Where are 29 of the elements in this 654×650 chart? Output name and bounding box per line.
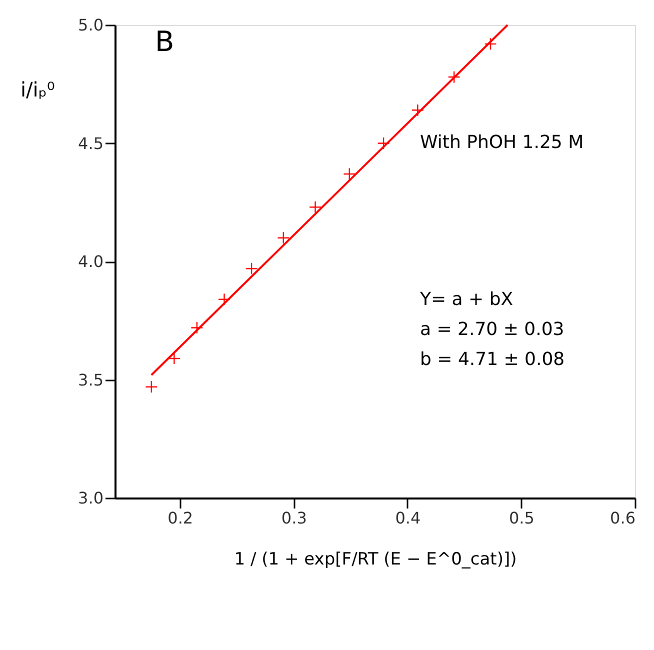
point [448, 70, 460, 84]
y-axis-title: i/iₚ⁰ [20, 78, 55, 102]
point [377, 136, 390, 150]
point [343, 168, 356, 180]
point [411, 104, 424, 116]
annotation: a = 2.70 ± 0.03 [420, 319, 564, 340]
point [145, 380, 158, 394]
annotation: Y= a + bX [419, 289, 514, 310]
point [308, 200, 322, 214]
point [484, 38, 497, 50]
x-tick-label: 0.3 [281, 508, 307, 528]
y-tick-label: 3.5 [78, 370, 104, 390]
y-tick-label: 5.0 [78, 16, 104, 34]
y-tick-label: 3.0 [78, 488, 104, 508]
point [168, 352, 180, 365]
point [245, 262, 258, 275]
x-tick-label: 0.5 [508, 508, 534, 528]
x-axis-title: 1 / (1 + exp[F/RT (E − E^0_cat)]) [234, 550, 517, 570]
annotation: B [155, 25, 174, 58]
x-tick-label: 0.4 [395, 508, 421, 528]
point [190, 321, 204, 334]
x-tick-label: 0.6 [610, 508, 636, 528]
point [277, 232, 290, 244]
annotation: b = 4.71 ± 0.08 [420, 349, 565, 370]
x-tick-label: 0.2 [168, 508, 194, 528]
annotation: With PhOH 1.25 M [420, 132, 584, 153]
y-tick-label: 4.0 [78, 252, 104, 271]
point [218, 293, 231, 306]
y-tick-label: 4.5 [78, 134, 104, 153]
